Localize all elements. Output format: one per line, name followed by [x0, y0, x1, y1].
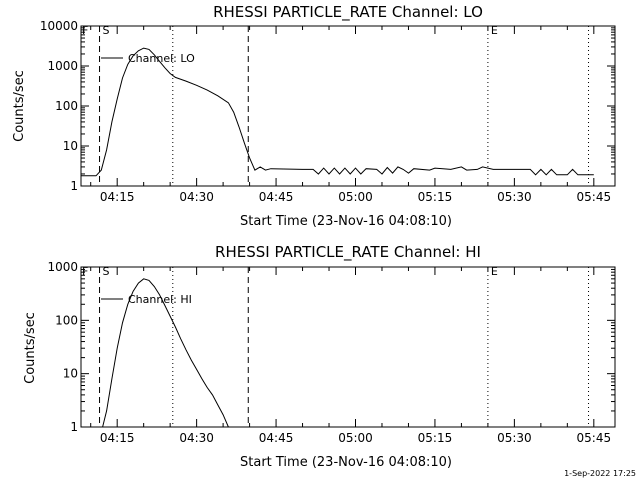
- panel-lo-x-tick-label: 04:45: [259, 190, 294, 204]
- panel-lo-y-tick-label: 10: [63, 139, 78, 153]
- panel-lo-x-tick-label: 05:15: [418, 190, 453, 204]
- panel-lo-x-tick-label: 05:30: [497, 190, 532, 204]
- panel-hi-y-tick-label: 100: [55, 313, 78, 327]
- panel-lo-x-axis-label: Start Time (23-Nov-16 04:08:10): [240, 214, 452, 229]
- panel-hi-title: RHESSI PARTICLE_RATE Channel: HI: [215, 243, 481, 262]
- panel-hi-plot-area: 1 10 100 1000 04:15 04:30 04:45 05:00 05:15 05:30…: [47, 260, 616, 445]
- panel-hi-x-tick-label: 05:30: [497, 431, 532, 445]
- panel-hi-x-tick-label: 05:00: [338, 431, 373, 445]
- panel-lo-plot-area: 1 10 100 1000 10000 04:15 04:30 04:45 05:00 05:15…: [40, 19, 616, 204]
- panel-lo: RHESSI PARTICLE_RATE Channel: LO Counts/…: [12, 3, 616, 229]
- panel-lo-y-tick-label: 10000: [40, 19, 78, 33]
- panel-hi-y-tick-label: 1000: [47, 260, 78, 274]
- panel-hi-marker-label: E: [491, 265, 498, 278]
- panel-lo-x-tick-label: 04:30: [179, 190, 214, 204]
- panel-hi-x-tick-label: 04:45: [259, 431, 294, 445]
- panel-lo-y-tick-label: 1: [70, 179, 78, 193]
- panel-hi-legend-label: Channel: HI: [128, 293, 192, 306]
- panel-lo-series-line: [81, 47, 594, 177]
- panel-lo-title: RHESSI PARTICLE_RATE Channel: LO: [213, 3, 483, 22]
- panel-hi-series-line: [102, 278, 229, 427]
- panel-hi-x-axis-label: Start Time (23-Nov-16 04:08:10): [240, 455, 452, 470]
- panel-hi-y-tick-label: 10: [63, 367, 78, 381]
- panel-lo-x-tick-label: 05:00: [338, 190, 373, 204]
- panel-lo-corner-label: F: [82, 24, 88, 37]
- panel-lo-legend-label: Channel: LO: [128, 52, 195, 65]
- panel-hi-y-axis-label: Counts/sec: [23, 312, 38, 384]
- panel-lo-y-tick-label: 1000: [47, 59, 78, 73]
- panel-hi-marker-label: S: [103, 265, 110, 278]
- panel-hi-x-tick-label: 05:15: [418, 431, 453, 445]
- panel-lo-marker-label: E: [491, 24, 498, 37]
- panel-hi-x-tick-label: 04:30: [179, 431, 214, 445]
- panel-hi-frame: [80, 266, 616, 428]
- panel-lo-x-tick-label: 04:15: [100, 190, 135, 204]
- panel-hi-x-tick-label: 05:45: [577, 431, 612, 445]
- footer-timestamp: 1-Sep-2022 17:25: [564, 469, 636, 478]
- panel-hi-y-tick-label: 1: [70, 420, 78, 434]
- panel-hi-x-tick-label: 04:15: [100, 431, 135, 445]
- panel-hi-corner-label: F: [82, 265, 88, 278]
- panel-lo-y-tick-label: 100: [55, 99, 78, 113]
- panel-hi: RHESSI PARTICLE_RATE Channel: HI Counts/…: [23, 243, 616, 470]
- panel-lo-x-tick-label: 05:45: [577, 190, 612, 204]
- panel-lo-y-axis-label: Counts/sec: [12, 70, 27, 142]
- panel-lo-marker-label: S: [103, 24, 110, 37]
